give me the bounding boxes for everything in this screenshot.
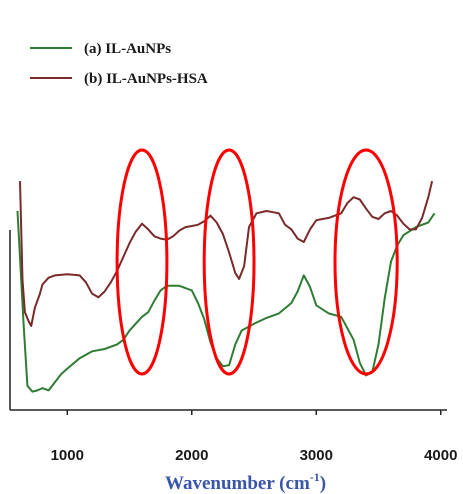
series-line-a [16,210,436,393]
legend-label-b: (b) IL-AuNPs-HSA [84,71,208,87]
x-axis-label: Wavenumber (cm-1) [165,470,326,494]
legend: (a) IL-AuNPs (b) IL-AuNPs-HSA [30,41,208,87]
annotation-layer [115,148,399,376]
x-tick-layer: 1000 2000 3000 4000 [51,410,457,464]
x-axis-label-close: ) [320,473,326,494]
x-tick-label: 2000 [175,447,208,464]
x-tick-label: 4000 [424,447,457,464]
highlight-ellipse-1 [115,148,169,376]
x-tick-label: 1000 [51,447,84,464]
highlight-ellipse-2 [202,148,256,376]
highlight-ellipse-3 [333,148,399,376]
legend-label-a: (a) IL-AuNPs [84,41,171,57]
x-axis-label-main: Wavenumber (cm [165,473,310,494]
series-line-b [19,180,434,327]
x-tick-label: 3000 [300,447,333,464]
series-layer [16,180,436,393]
x-axis-label-superscript: -1 [310,470,320,484]
